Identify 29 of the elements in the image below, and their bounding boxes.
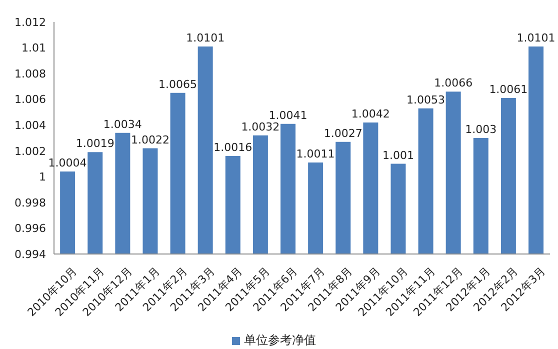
y-tick-label: 1.006: [14, 93, 46, 106]
data-label: 1.0004: [48, 156, 87, 170]
y-tick-label: 1.01: [22, 42, 46, 55]
y-tick-label: 0.998: [14, 196, 46, 210]
y-tick-label: 1.002: [14, 144, 46, 158]
data-label: 1.0061: [489, 83, 528, 96]
data-label: 1.0032: [241, 120, 280, 134]
data-label: 1.0101: [186, 31, 225, 44]
data-label: 1.0101: [516, 31, 556, 44]
data-label: 1.0065: [158, 78, 198, 91]
y-tick-label: 0.996: [14, 222, 46, 236]
data-label: 1.0022: [130, 133, 170, 146]
data-label: 1.0016: [214, 141, 252, 154]
data-label: 1.0034: [103, 118, 142, 131]
data-label: 1.0041: [268, 108, 308, 122]
data-label: 1.0019: [76, 137, 114, 150]
data-label: 1.0011: [296, 147, 335, 160]
y-tick-label: 1.004: [14, 119, 46, 132]
y-tick-label: 1.008: [14, 67, 46, 80]
data-label: 1.0053: [406, 93, 446, 106]
data-label: 1.003: [465, 123, 497, 136]
data-label: 1.0027: [324, 126, 362, 140]
data-label: 1.0066: [434, 76, 473, 90]
data-label: 1.001: [382, 148, 414, 162]
y-tick-label: 0.994: [14, 248, 46, 261]
y-tick-label: 1.012: [14, 16, 46, 29]
legend-label: 单位参考净值: [244, 333, 316, 347]
data-label: 1.0042: [351, 108, 390, 121]
y-tick-label: 1: [39, 170, 46, 184]
